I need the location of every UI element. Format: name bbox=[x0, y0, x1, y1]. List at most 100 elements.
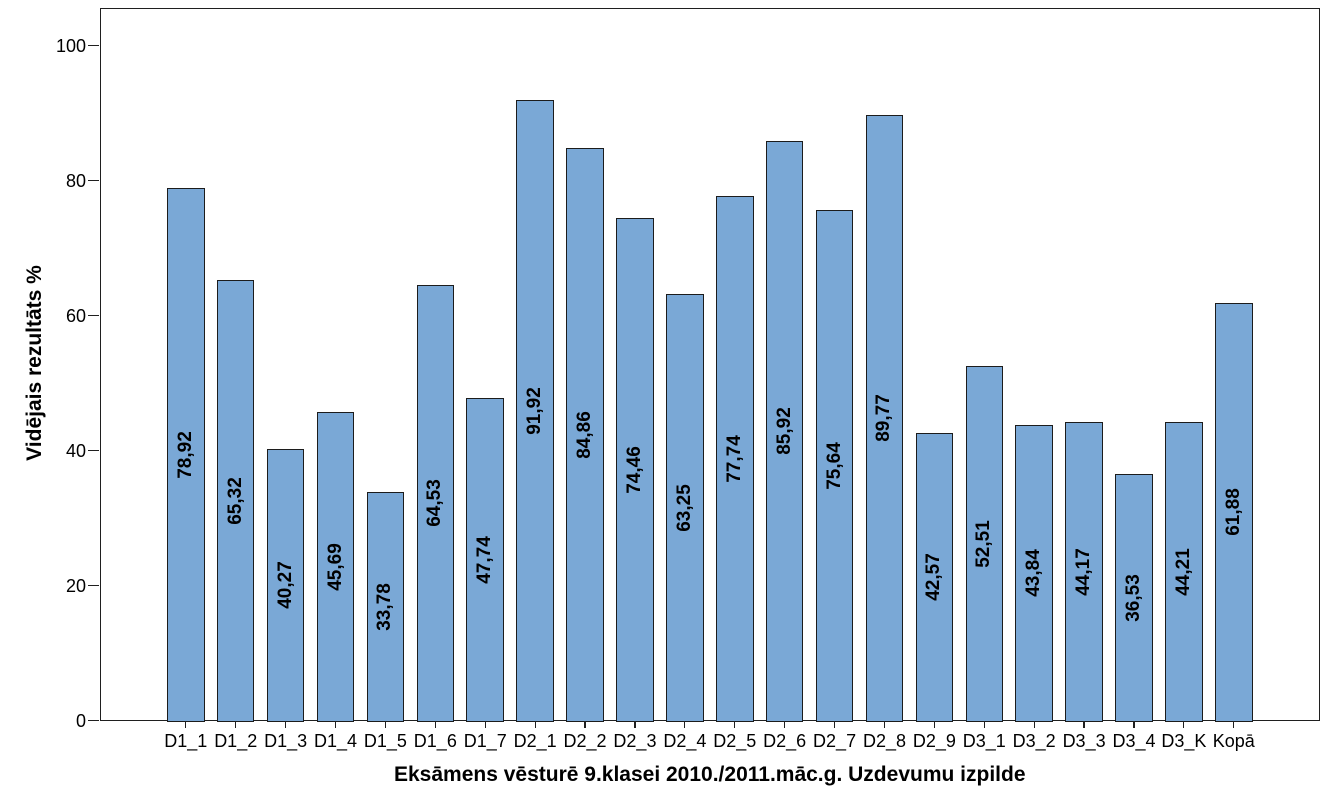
bar-value-label: 63,25 bbox=[673, 483, 695, 532]
bar-value-label: 78,92 bbox=[174, 430, 196, 479]
bar-value-label: 47,74 bbox=[474, 536, 496, 584]
bar-value-label: 52,51 bbox=[973, 520, 995, 568]
x-tick-mark bbox=[734, 721, 736, 729]
bar-value-label: 85,92 bbox=[773, 407, 795, 455]
x-tick-mark bbox=[1183, 721, 1185, 729]
x-tick-label: D1_5 bbox=[363, 731, 407, 751]
y-axis-title: Vidējais rezultāts % bbox=[23, 265, 46, 461]
x-tick-mark bbox=[784, 721, 786, 729]
x-tick-label: Kopā bbox=[1212, 731, 1255, 751]
bar-D1_5: 33,78 bbox=[366, 492, 405, 722]
x-tick-label: D2_8 bbox=[862, 731, 906, 751]
x-tick-mark bbox=[584, 721, 586, 729]
x-tick-label: D1_2 bbox=[214, 731, 258, 751]
bar-Kopā: 61,88 bbox=[1215, 302, 1253, 722]
bar-D2_4: 63,25 bbox=[666, 293, 704, 722]
y-tick-label: 0 bbox=[75, 710, 86, 731]
y-tick-label: 40 bbox=[65, 440, 86, 461]
x-tick-mark bbox=[634, 721, 636, 729]
bar-D1_1: 78,92 bbox=[167, 187, 205, 722]
x-tick-label: D2_3 bbox=[613, 731, 657, 751]
bar-value-label: 44,17 bbox=[1073, 548, 1095, 596]
y-tick-mark bbox=[88, 719, 100, 722]
bar-D2_2: 84,86 bbox=[566, 147, 604, 722]
bar-D2_3: 74,46 bbox=[616, 217, 654, 722]
bar-value-label: 42,57 bbox=[923, 553, 945, 602]
bar-value-label: 61,88 bbox=[1222, 488, 1244, 537]
x-tick-mark bbox=[285, 721, 287, 729]
x-tick-label: D1_3 bbox=[264, 731, 308, 751]
bar-value-label: 75,64 bbox=[823, 442, 845, 490]
x-tick-mark bbox=[983, 721, 985, 729]
y-tick-label: 80 bbox=[65, 170, 86, 191]
x-tick-mark bbox=[1233, 721, 1235, 729]
y-tick-label: 20 bbox=[65, 575, 86, 596]
bar-D2_1: 91,92 bbox=[516, 100, 554, 722]
x-tick-mark bbox=[484, 721, 486, 729]
x-tick-mark bbox=[883, 721, 886, 729]
bar-D2_8: 89,77 bbox=[865, 114, 904, 722]
x-tick-label: D3_1 bbox=[962, 731, 1006, 751]
x-tick-label: D1_7 bbox=[463, 731, 507, 751]
bar-D1_2: 65,32 bbox=[216, 279, 255, 722]
bar-value-label: 45,69 bbox=[324, 543, 346, 591]
x-tick-label: D1_4 bbox=[313, 731, 358, 751]
x-tick-mark bbox=[1083, 721, 1085, 729]
x-tick-label: D2_4 bbox=[663, 731, 707, 751]
x-tick-label: D3_4 bbox=[1112, 731, 1156, 751]
y-tick-mark bbox=[88, 314, 100, 317]
x-tick-mark bbox=[235, 721, 237, 729]
x-tick-label: D2_2 bbox=[563, 731, 607, 751]
bar-D2_6: 85,92 bbox=[765, 140, 804, 722]
x-tick-mark bbox=[534, 721, 536, 729]
y-tick-label: 60 bbox=[65, 305, 86, 326]
x-tick-label: D2_9 bbox=[912, 731, 956, 751]
x-tick-label: D1_1 bbox=[164, 731, 208, 751]
bar-value-label: 43,84 bbox=[1023, 549, 1045, 597]
x-tick-mark bbox=[1033, 721, 1035, 729]
bar-value-label: 36,53 bbox=[1122, 574, 1144, 622]
bar-value-label: 91,92 bbox=[524, 387, 546, 435]
bar-D1_4: 45,69 bbox=[316, 412, 355, 722]
bar-D3_1: 52,51 bbox=[965, 366, 1004, 722]
x-tick-mark bbox=[833, 721, 836, 729]
x-tick-label: D2_1 bbox=[513, 731, 557, 751]
bar-D2_5: 77,74 bbox=[716, 195, 754, 722]
x-tick-label: D2_6 bbox=[763, 731, 807, 751]
x-tick-mark bbox=[434, 721, 436, 729]
x-tick-mark bbox=[334, 721, 337, 729]
bar-D3_3: 44,17 bbox=[1065, 422, 1103, 722]
x-tick-label: D3_3 bbox=[1062, 731, 1106, 751]
x-tick-label: D2_7 bbox=[813, 731, 857, 751]
bar-value-label: 40,27 bbox=[274, 561, 296, 609]
bar-value-label: 44,21 bbox=[1172, 548, 1194, 596]
x-tick-mark bbox=[933, 721, 935, 729]
bar-D1_7: 47,74 bbox=[466, 398, 504, 722]
bar-D1_3: 40,27 bbox=[266, 448, 305, 722]
bar-value-label: 89,77 bbox=[873, 394, 895, 442]
x-tick-label: D1_6 bbox=[413, 731, 457, 751]
x-tick-mark bbox=[1133, 721, 1135, 729]
y-tick-mark bbox=[88, 179, 100, 182]
bar-value-label: 74,46 bbox=[623, 446, 645, 494]
bar-D3_K: 44,21 bbox=[1165, 422, 1203, 722]
x-tick-label: D2_5 bbox=[713, 731, 757, 751]
bar-D2_9: 42,57 bbox=[915, 433, 954, 722]
bar-D3_2: 43,84 bbox=[1015, 424, 1053, 722]
bar-value-label: 33,78 bbox=[374, 583, 396, 631]
x-tick-mark bbox=[185, 721, 187, 729]
bar-D2_7: 75,64 bbox=[815, 209, 854, 722]
y-tick-mark bbox=[88, 449, 100, 452]
y-tick-label: 100 bbox=[55, 35, 86, 56]
bar-D3_4: 36,53 bbox=[1115, 473, 1153, 722]
bar-value-label: 84,86 bbox=[574, 410, 596, 459]
bar-value-label: 77,74 bbox=[723, 434, 745, 483]
x-tick-mark bbox=[684, 721, 686, 729]
bar-value-label: 64,53 bbox=[424, 479, 446, 528]
bar-D1_6: 64,53 bbox=[416, 284, 455, 722]
x-tick-label: D3_K bbox=[1161, 731, 1207, 751]
bar-value-label: 65,32 bbox=[224, 476, 246, 525]
x-axis-title: Eksāmens vēsturē 9.klasei 2010./2011.māc… bbox=[393, 763, 1026, 786]
x-tick-label: D3_2 bbox=[1012, 731, 1056, 751]
